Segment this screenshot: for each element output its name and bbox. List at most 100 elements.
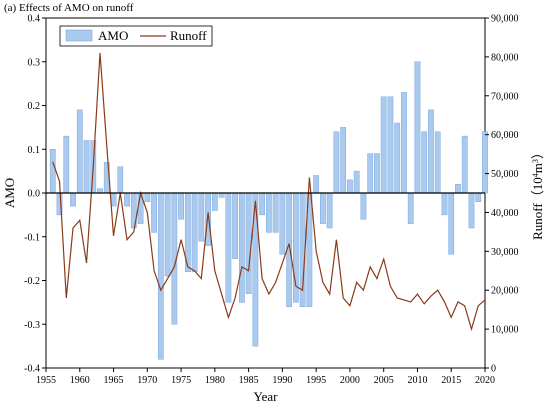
amo-bar [259,192,266,216]
y-right-tick-label: 30,000 [491,247,519,258]
y-right-tick-label: 10,000 [491,325,519,336]
amo-bar [407,192,414,224]
legend-label-amo: AMO [98,28,128,43]
amo-bar [164,192,171,277]
y-left-axis-label: AMO [2,178,17,208]
x-tick-label: 1965 [104,375,124,386]
amo-bar [70,192,76,207]
amo-bar [272,192,279,233]
y-left-tick-label: 0.4 [28,14,41,25]
amo-bar [232,192,238,259]
amo-bar [198,192,205,242]
amo-bar [218,192,225,198]
amo-bar [360,192,367,220]
amo-bar [340,127,347,194]
amo-bar [49,149,56,194]
x-tick-label: 1990 [272,375,292,386]
amo-bar [434,131,441,194]
x-tick-label: 2010 [407,375,427,386]
x-tick-label: 1970 [137,375,157,386]
legend-swatch-amo [65,29,93,42]
x-tick-label: 2000 [340,375,360,386]
x-tick-label: 2020 [475,375,495,386]
unit-text: ） [530,146,545,159]
amo-bar [468,192,475,229]
amo-bar [279,192,286,255]
unit-superscript: 4 [531,173,540,177]
amo-bar [353,170,360,194]
y-right-tick-label: 60,000 [491,130,519,141]
axes: 1955 1960 1965 1970 1975 1980 1985 1990 1995 2000… [2,14,545,405]
amo-bar [144,192,151,202]
amo-bar [225,192,232,303]
legend: AMO Runoff [59,25,213,47]
amo-bar [211,192,218,211]
amo-bar [455,184,461,194]
amo-bar [394,122,401,194]
amo-bar [374,153,380,194]
amo-bar [97,188,103,194]
amo-bar [475,192,482,202]
chart-title: (a) Effects of AMO on runoff [4,2,134,14]
unit-text: m [530,163,545,173]
amo-bar [205,192,211,246]
amo-bar [117,166,124,194]
amo-bar [482,131,488,194]
amo-bar [320,192,326,224]
legend-box [59,25,213,47]
runoff-line-group [52,52,486,332]
y-right-tick-label: 50,000 [491,169,519,180]
x-tick-label: 1995 [306,375,326,386]
x-axis-label: Year [254,389,279,404]
y-right-tick-label: 80,000 [491,52,519,63]
legend-label-runoff: Runoff [170,28,207,43]
x-tick-label: 1960 [70,375,90,386]
x-tick-label: 1985 [239,375,259,386]
amo-bar [421,131,428,194]
amo-bar [380,96,387,194]
unit-superscript: 3 [531,159,540,163]
amo-bar [157,192,164,360]
amo-bar [83,140,90,194]
y-left-tick-label: 0.0 [28,189,41,200]
y-left-tick-label: 0.1 [28,145,41,156]
amo-bar [124,192,130,207]
amo-bar [414,61,421,194]
amo-bar [313,175,320,194]
y-right-tick-label: 40,000 [491,208,519,219]
amo-bar [401,92,407,194]
y-left-tick-label: -0.4 [24,364,40,375]
y-left-tick-label: -0.3 [24,320,40,331]
y-right-tick-label: 20,000 [491,286,519,297]
amo-bar [428,109,434,194]
amo-bar [265,192,272,233]
x-tick-label: 1980 [205,375,225,386]
x-tick-label: 2005 [374,375,394,386]
runoff-line [52,52,486,332]
amo-bar [151,192,157,233]
amo-bar [238,192,245,303]
amo-bar [387,96,394,194]
amo-bar [178,192,184,220]
y-right-tick-label: 0 [491,364,496,375]
amo-bar [245,192,252,294]
x-tick-label: 1975 [171,375,191,386]
amo-bar [76,109,83,194]
x-tick-label: 2015 [441,375,461,386]
amo-bar [441,192,448,216]
unit-text: Runoff（10 [530,177,545,240]
y-left-tick-label: -0.2 [24,276,40,287]
amo-bar [63,135,70,194]
amo-bars [49,61,488,360]
y-right-tick-label: 90,000 [491,14,519,25]
amo-bar [367,153,374,194]
amo-bar [326,192,333,229]
y-right-axis-label: Runoff（104m3） [530,146,545,240]
amo-bar [347,179,353,194]
amo-bar [461,135,468,194]
y-left-tick-label: -0.1 [24,232,40,243]
y-left-tick-label: 0.2 [28,101,41,112]
amo-bar [448,192,455,255]
amo-bar [333,131,340,194]
